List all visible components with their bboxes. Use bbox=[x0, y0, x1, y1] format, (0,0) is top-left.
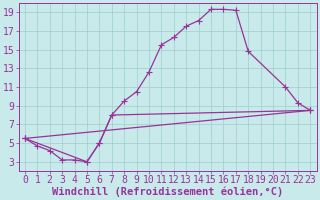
X-axis label: Windchill (Refroidissement éolien,°C): Windchill (Refroidissement éolien,°C) bbox=[52, 187, 283, 197]
